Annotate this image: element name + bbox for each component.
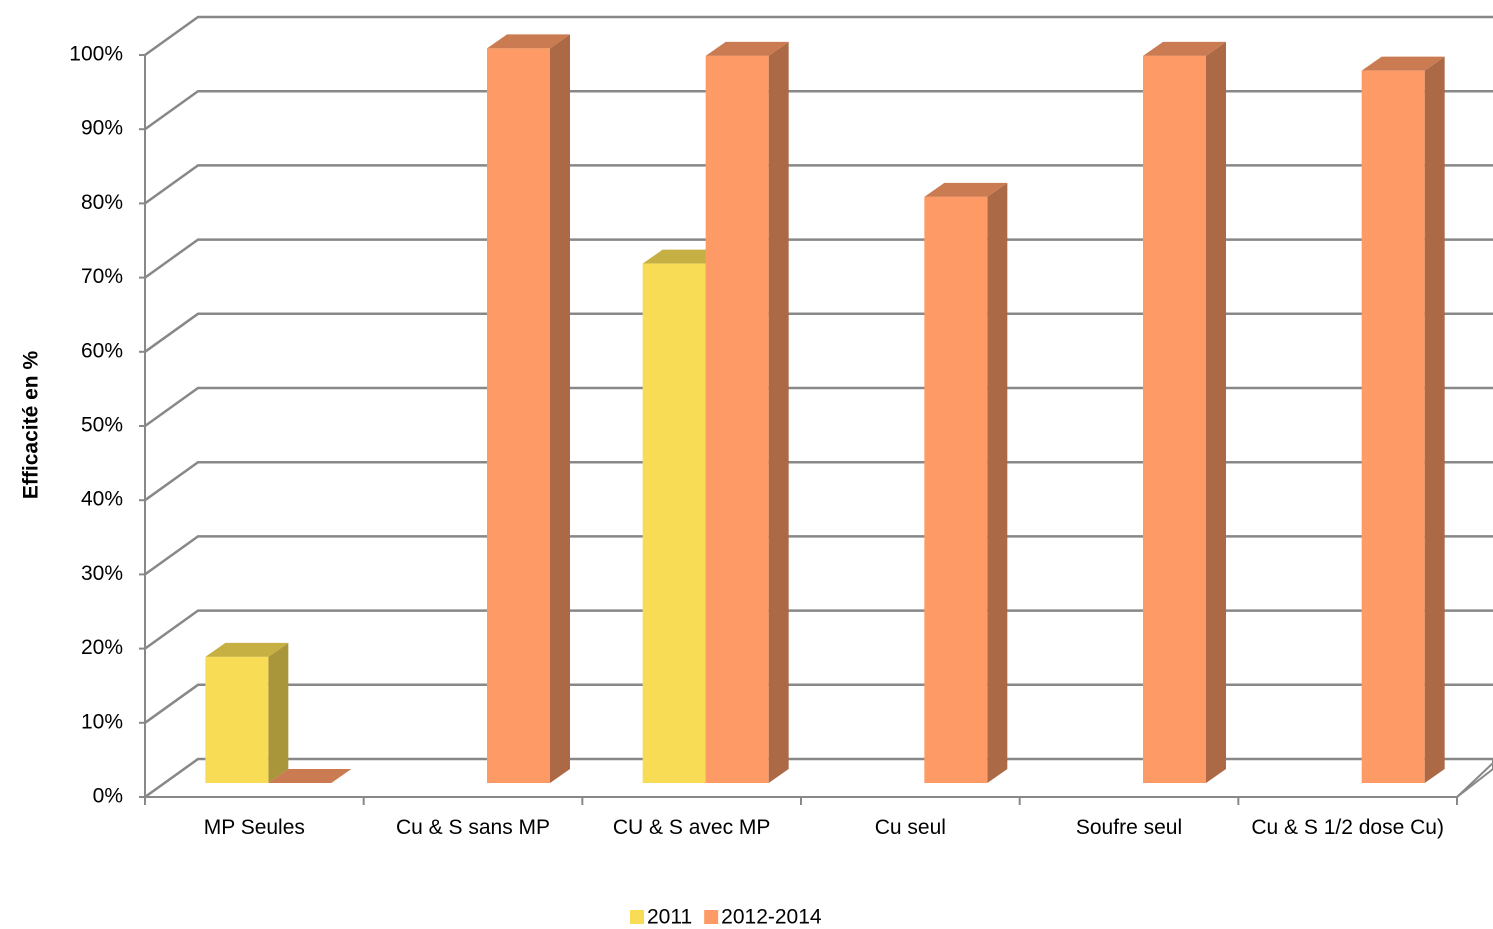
y-tick-label: 40% bbox=[81, 488, 123, 511]
bar-side bbox=[1206, 41, 1226, 783]
y-tick-label: 20% bbox=[81, 636, 123, 659]
legend-label: 2012-2014 bbox=[721, 906, 822, 929]
bar-top bbox=[1143, 41, 1226, 56]
y-tick-label: 60% bbox=[81, 339, 123, 362]
bar-side bbox=[768, 41, 789, 783]
y-tick-label: 70% bbox=[81, 265, 123, 288]
bar-top bbox=[642, 249, 726, 264]
y-tick-label: 80% bbox=[81, 191, 123, 214]
x-axis-right bbox=[1456, 762, 1493, 798]
grid-line bbox=[144, 757, 1493, 799]
x-tick-label: Soufre seul bbox=[1075, 816, 1183, 839]
grid-line bbox=[144, 89, 1493, 131]
y-tick-label: 100% bbox=[69, 43, 123, 66]
bar-side bbox=[550, 34, 570, 784]
x-tick-label: Cu & S 1/2 dose Cu) bbox=[1251, 816, 1444, 839]
grid-line bbox=[144, 460, 1493, 502]
grid-line bbox=[144, 312, 1493, 353]
bar bbox=[205, 656, 269, 783]
legend-swatch bbox=[704, 910, 719, 924]
bar-top bbox=[924, 182, 1008, 197]
bar bbox=[924, 196, 988, 783]
bar-top bbox=[487, 34, 570, 49]
grid-line bbox=[144, 609, 1493, 650]
x-tick-label: Cu seul bbox=[874, 816, 946, 839]
floor bbox=[141, 758, 1493, 798]
bar bbox=[705, 55, 769, 783]
y-tick-label: 30% bbox=[81, 562, 123, 585]
grid-line bbox=[144, 535, 1493, 576]
y-axis-title: Efficacité en % bbox=[20, 351, 43, 500]
grid-line bbox=[144, 386, 1493, 428]
y-tick-label: 90% bbox=[81, 117, 123, 140]
grid-line bbox=[144, 164, 1493, 205]
y-tick-label: 0% bbox=[93, 785, 123, 808]
y-tick-label: 50% bbox=[81, 414, 123, 437]
x-tick-label: MP Seules bbox=[203, 816, 305, 839]
bar bbox=[1143, 55, 1206, 783]
bar-side bbox=[268, 642, 289, 783]
bar-side bbox=[1424, 56, 1445, 784]
bar bbox=[487, 48, 550, 784]
bar bbox=[642, 263, 706, 784]
bar-top bbox=[1361, 56, 1445, 71]
x-tick-label: Cu & S sans MP bbox=[395, 816, 551, 839]
grid-line bbox=[144, 15, 1493, 57]
bar-side bbox=[987, 182, 1008, 783]
legend-swatch bbox=[630, 910, 644, 924]
x-tick-label: CU & S avec MP bbox=[612, 816, 771, 839]
grid-line bbox=[144, 238, 1493, 279]
y-tick-label: 10% bbox=[81, 710, 123, 733]
bar-top bbox=[705, 41, 789, 56]
bar-top bbox=[205, 642, 289, 657]
bar-top bbox=[268, 769, 352, 783]
legend-label: 2011 bbox=[647, 906, 692, 929]
bar bbox=[1361, 70, 1425, 784]
grid-line bbox=[144, 683, 1493, 724]
